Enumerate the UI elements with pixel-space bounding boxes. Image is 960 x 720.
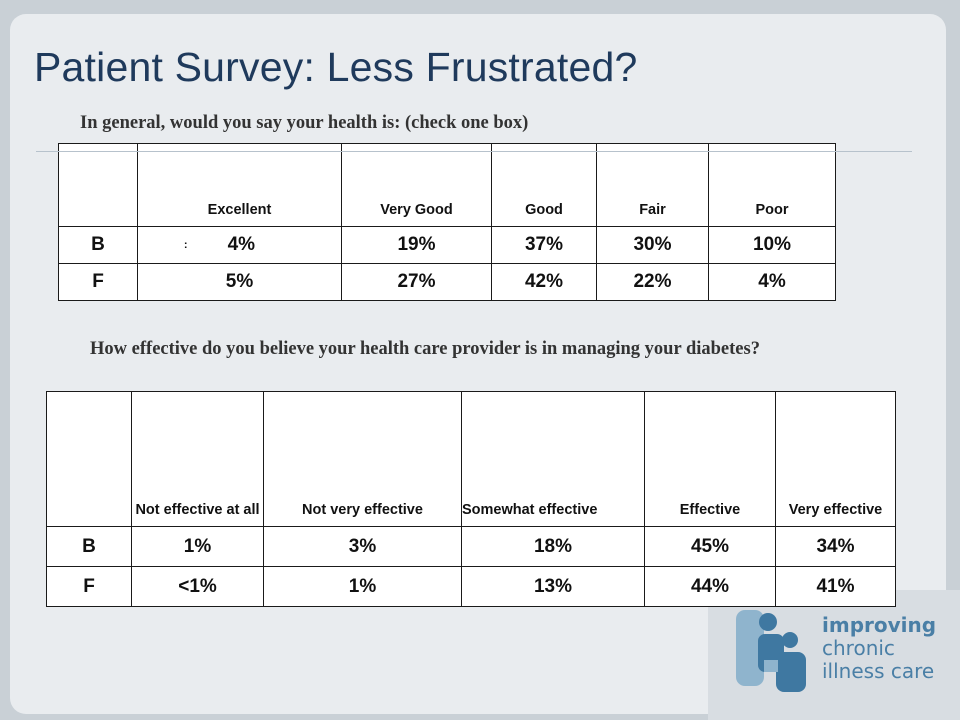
effectiveness-question: How effective do you believe your health…: [90, 339, 760, 359]
logo-wordmark: improving chronic illness care: [822, 614, 936, 683]
health-table: Excellent Very Good Good Fair Poor B : 4%…: [58, 143, 836, 301]
people-icon: [736, 610, 806, 692]
column-header: Somewhat effective: [461, 391, 645, 527]
table-row: B : 4% 19% 37% 30% 10%: [58, 226, 836, 264]
column-header: Not effective at all: [131, 391, 264, 527]
table-cell: 22%: [596, 263, 709, 301]
health-question: In general, would you say your health is…: [80, 113, 529, 133]
table-header-row: Excellent Very Good Good Fair Poor: [58, 143, 836, 227]
table-row: F <1% 1% 13% 44% 41%: [46, 566, 896, 607]
table-cell: 4%: [708, 263, 836, 301]
row-label: B: [46, 526, 132, 567]
row-label: F: [46, 566, 132, 607]
cell-value: 4%: [227, 234, 256, 255]
cell-note: :: [183, 239, 188, 251]
table-cell: 34%: [775, 526, 896, 567]
table-cell: <1%: [131, 566, 264, 607]
row-label: B: [58, 226, 138, 264]
column-header: [46, 391, 132, 527]
table-cell: 19%: [341, 226, 492, 264]
table-cell: 10%: [708, 226, 836, 264]
slide-title: Patient Survey: Less Frustrated?: [34, 44, 638, 90]
column-header: Fair: [596, 143, 709, 227]
table-header-row: Not effective at all Not very effective …: [46, 391, 896, 527]
column-header: Not very effective: [263, 391, 462, 527]
row-label: F: [58, 263, 138, 301]
table-cell: 27%: [341, 263, 492, 301]
table-cell: 42%: [491, 263, 597, 301]
table-cell: 41%: [775, 566, 896, 607]
table-cell: 30%: [596, 226, 709, 264]
table-cell: 5%: [137, 263, 342, 301]
table-cell: 1%: [263, 566, 462, 607]
table-cell: 1%: [131, 526, 264, 567]
column-header: Effective: [644, 391, 776, 527]
table-cell: 18%: [461, 526, 645, 567]
icic-logo: improving chronic illness care: [734, 608, 944, 696]
column-header: Good: [491, 143, 597, 227]
table-cell: 45%: [644, 526, 776, 567]
table-cell: 37%: [491, 226, 597, 264]
table-cell: 44%: [644, 566, 776, 607]
logo-line: chronic: [822, 636, 895, 660]
table-cell: 3%: [263, 526, 462, 567]
effectiveness-table: Not effective at all Not very effective …: [46, 391, 896, 607]
column-header: [58, 143, 138, 227]
table-row: F 5% 27% 42% 22% 4%: [58, 263, 836, 301]
column-header: Very effective: [775, 391, 896, 527]
logo-line: illness care: [822, 659, 935, 683]
divider-line: [36, 151, 912, 152]
table-cell: : 4%: [137, 226, 342, 264]
column-header: Excellent: [137, 143, 342, 227]
column-header: Very Good: [341, 143, 492, 227]
logo-line: improving: [822, 613, 937, 637]
column-header: Poor: [708, 143, 836, 227]
table-row: B 1% 3% 18% 45% 34%: [46, 526, 896, 567]
table-cell: 13%: [461, 566, 645, 607]
